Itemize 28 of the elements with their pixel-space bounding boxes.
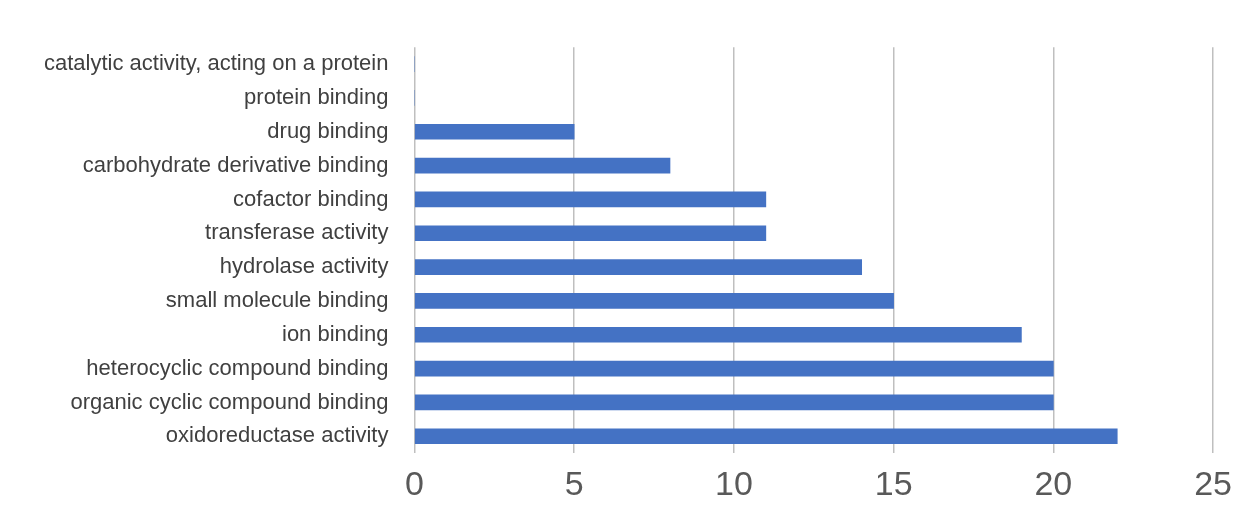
bar (414, 394, 1054, 411)
bar (414, 225, 767, 242)
x-tick-label: 5 (564, 463, 584, 502)
x-tick-label: 20 (1034, 463, 1073, 502)
y-tick-label: transferase activity (205, 219, 389, 245)
bar (414, 259, 863, 275)
bar (414, 191, 767, 208)
x-tick-label: 10 (714, 463, 753, 502)
y-tick-label: organic cyclic compound binding (70, 388, 389, 414)
y-tick-label: carbohydrate derivative binding (82, 151, 389, 177)
bar (414, 326, 1022, 343)
x-tick-label: 15 (874, 463, 913, 502)
y-tick-label: hydrolase activity (219, 253, 389, 279)
y-tick-label: small molecule binding (165, 287, 389, 313)
x-tick-label: 0 (404, 463, 424, 502)
y-tick-label: oxidoreductase activity (165, 422, 389, 448)
y-tick-label: ion binding (281, 320, 389, 346)
y-tick-label: drug binding (267, 117, 389, 143)
y-tick-label: cofactor binding (233, 185, 389, 211)
x-tick-label: 25 (1194, 463, 1232, 502)
y-tick-label: protein binding (244, 84, 389, 110)
bar (414, 428, 1118, 445)
y-tick-label: catalytic activity, acting on a protein (43, 50, 389, 76)
bar (414, 157, 671, 174)
bar (414, 123, 575, 140)
bar (414, 360, 1054, 377)
y-tick-label: heterocyclic compound binding (86, 354, 389, 380)
bar (414, 293, 894, 309)
